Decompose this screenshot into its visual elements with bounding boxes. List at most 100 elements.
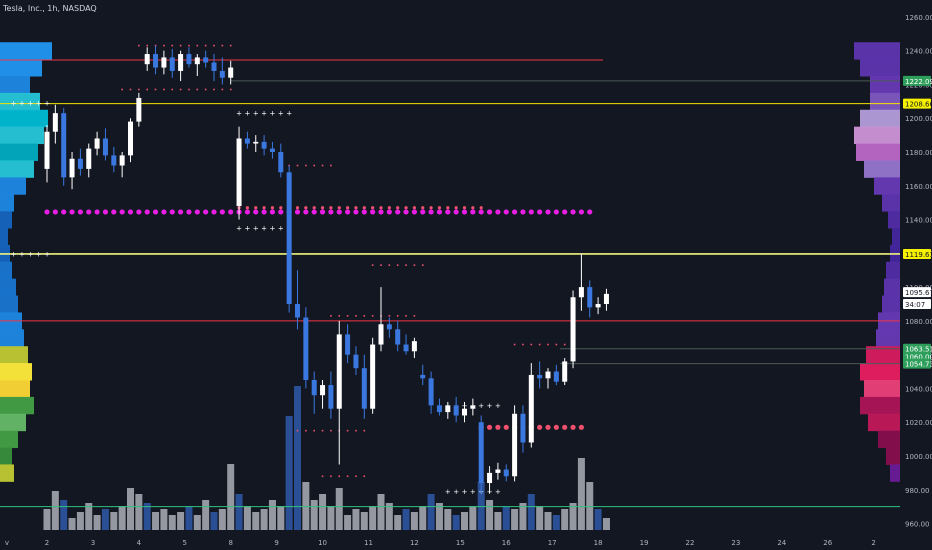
- indicator-dot: [545, 424, 551, 430]
- candle-body: [119, 155, 125, 166]
- volume-profile-left-bar: [0, 59, 42, 77]
- indicator-dot: [479, 206, 483, 210]
- volume-bar: [569, 503, 577, 530]
- price-label-box: [903, 75, 931, 86]
- indicator-dot: [404, 206, 408, 210]
- indicator-dot: [229, 44, 232, 47]
- indicator-dot: [405, 264, 407, 266]
- indicator-dot: [513, 343, 516, 346]
- indicator-dot: [186, 209, 192, 215]
- indicator-dot: [379, 206, 383, 210]
- candle-body: [345, 334, 351, 355]
- volume-bar: [43, 509, 51, 530]
- indicator-dot: [445, 209, 451, 215]
- volume-profile-right-bar: [860, 396, 900, 415]
- volume-bar: [419, 506, 427, 530]
- time-axis[interactable]: v 2 3 4 5 8 9 10 11 12 15 16 17 18 19 22 23 24 26 2: [5, 539, 876, 547]
- indicator-dot: [295, 206, 300, 210]
- volume-profile-right-bar: [882, 295, 900, 313]
- volume-profile-right-bar: [870, 76, 900, 94]
- indicator-dot: [69, 209, 75, 215]
- volume-profile-left-bar: [0, 211, 12, 229]
- indicator-dot: [179, 44, 182, 47]
- volume-bar: [377, 494, 385, 530]
- indicator-dot: [179, 88, 182, 91]
- indicator-dot: [371, 206, 375, 210]
- volume-bars-layer: [43, 386, 610, 530]
- indicator-dot: [244, 209, 250, 215]
- indicator-cross: +: [244, 225, 250, 233]
- indicator-dot: [363, 475, 366, 478]
- volume-profile-left-bar: [0, 76, 30, 94]
- candle-body: [136, 97, 142, 122]
- indicator-cross: +: [453, 488, 459, 496]
- volume-bar: [394, 515, 402, 530]
- volume-profile-left-bar: [0, 194, 14, 212]
- time-tick-label: 24: [777, 539, 786, 547]
- volume-profile-right-bar: [888, 211, 900, 229]
- volume-bar: [544, 512, 552, 530]
- volume-bar: [110, 512, 118, 530]
- indicator-dot: [511, 209, 518, 215]
- indicator-dot: [144, 209, 150, 215]
- price-label-box: [903, 299, 931, 309]
- indicator-dot: [77, 209, 83, 215]
- time-tick-label: 8: [228, 539, 232, 547]
- candle-body: [286, 172, 292, 304]
- indicator-dot: [503, 209, 509, 215]
- indicator-cross: +: [261, 110, 267, 118]
- indicator-dot: [278, 209, 284, 215]
- candle-body: [336, 334, 342, 409]
- indicator-dot: [355, 475, 357, 478]
- volume-bar: [335, 488, 343, 530]
- volume-bar: [310, 500, 318, 530]
- candle-body: [128, 121, 133, 156]
- volume-bar: [193, 515, 201, 530]
- candle-body: [77, 158, 83, 169]
- candle-body: [228, 67, 234, 78]
- indicator-dot: [146, 88, 148, 91]
- time-tick-label: 9: [274, 539, 278, 547]
- indicator-dot: [296, 164, 299, 167]
- candle-body: [570, 297, 576, 362]
- indicator-cross: +: [462, 488, 468, 496]
- volume-bar: [427, 494, 435, 530]
- candle-body: [403, 344, 409, 352]
- price-label-box: [903, 343, 931, 354]
- candle-body: [378, 324, 384, 345]
- chart-title: Tesla, Inc., 1h, NASDAQ: [3, 4, 97, 13]
- indicator-dot: [203, 209, 209, 215]
- candle-body: [236, 138, 242, 207]
- indicator-dot: [279, 206, 283, 210]
- volume-bar: [218, 509, 226, 530]
- volume-bar: [494, 512, 502, 530]
- candle-body: [86, 148, 92, 169]
- volume-bar: [252, 512, 260, 530]
- candles-layer: [44, 45, 609, 494]
- volume-profile-left-bar: [0, 160, 34, 178]
- volume-profile-left-bar: [0, 346, 28, 364]
- indicator-cross: +: [278, 110, 284, 118]
- indicator-dot: [462, 206, 467, 210]
- volume-profile-left-bar: [0, 430, 18, 449]
- volume-bar: [135, 494, 143, 530]
- candle-body: [587, 287, 593, 308]
- volume-bar: [235, 494, 243, 530]
- indicator-dot: [411, 209, 417, 215]
- volume-profile-layer: [0, 42, 900, 482]
- indicator-dot: [371, 264, 374, 266]
- indicator-dot: [154, 88, 157, 91]
- candle-body: [445, 405, 451, 413]
- volume-profile-left-bar: [0, 447, 12, 465]
- volume-profile-left-bar: [0, 464, 14, 482]
- volume-profile-left-bar: [0, 109, 48, 128]
- indicator-dot: [388, 264, 391, 266]
- volume-bar: [101, 509, 109, 530]
- indicator-dot: [119, 209, 125, 215]
- indicator-dot: [171, 88, 174, 91]
- indicator-dot: [346, 206, 350, 210]
- price-labels-layer: 1222.09 1208.66 1119.63 1095.67 34:07 1063.51…: [903, 75, 932, 369]
- candle-body: [487, 472, 493, 484]
- indicator-dot: [547, 343, 549, 346]
